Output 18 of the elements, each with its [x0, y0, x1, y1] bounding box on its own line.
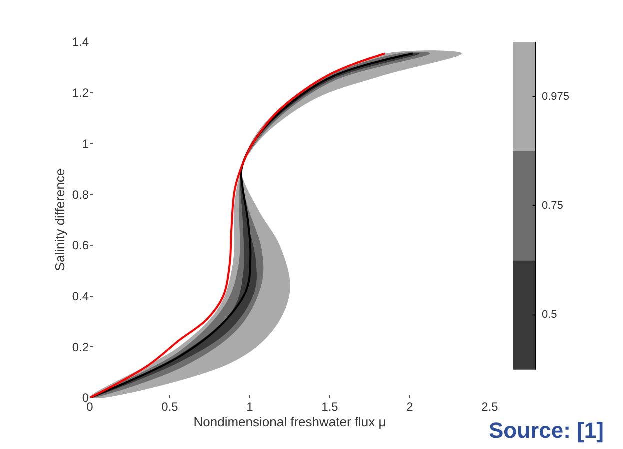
- y-tick-label: 1: [82, 136, 90, 151]
- y-tick-label: 1.4: [72, 35, 90, 50]
- x-tick-label: 1.5: [322, 400, 339, 414]
- y-tick-label: 0.6: [72, 238, 90, 253]
- text: 0.975: [542, 91, 570, 103]
- text: 0.75: [542, 200, 564, 212]
- y-tick-label: 1.2: [72, 86, 90, 100]
- y-tick-label: 0.8: [72, 188, 90, 202]
- y-tick-label: 0.2: [72, 340, 90, 354]
- source-note: Source: [1]: [489, 418, 604, 443]
- y-axis-title: Salinity difference: [52, 168, 68, 272]
- x-tick-label: 2: [406, 400, 414, 414]
- text: 0.5: [542, 309, 558, 321]
- x-axis-title: Nondimensional freshwater flux μ: [194, 414, 386, 430]
- x-tick-label: 1: [246, 400, 254, 414]
- y-tick-label: 0.4: [72, 289, 90, 304]
- x-tick-label: 2.5: [482, 400, 499, 414]
- x-tick-label: 0.5: [162, 400, 179, 414]
